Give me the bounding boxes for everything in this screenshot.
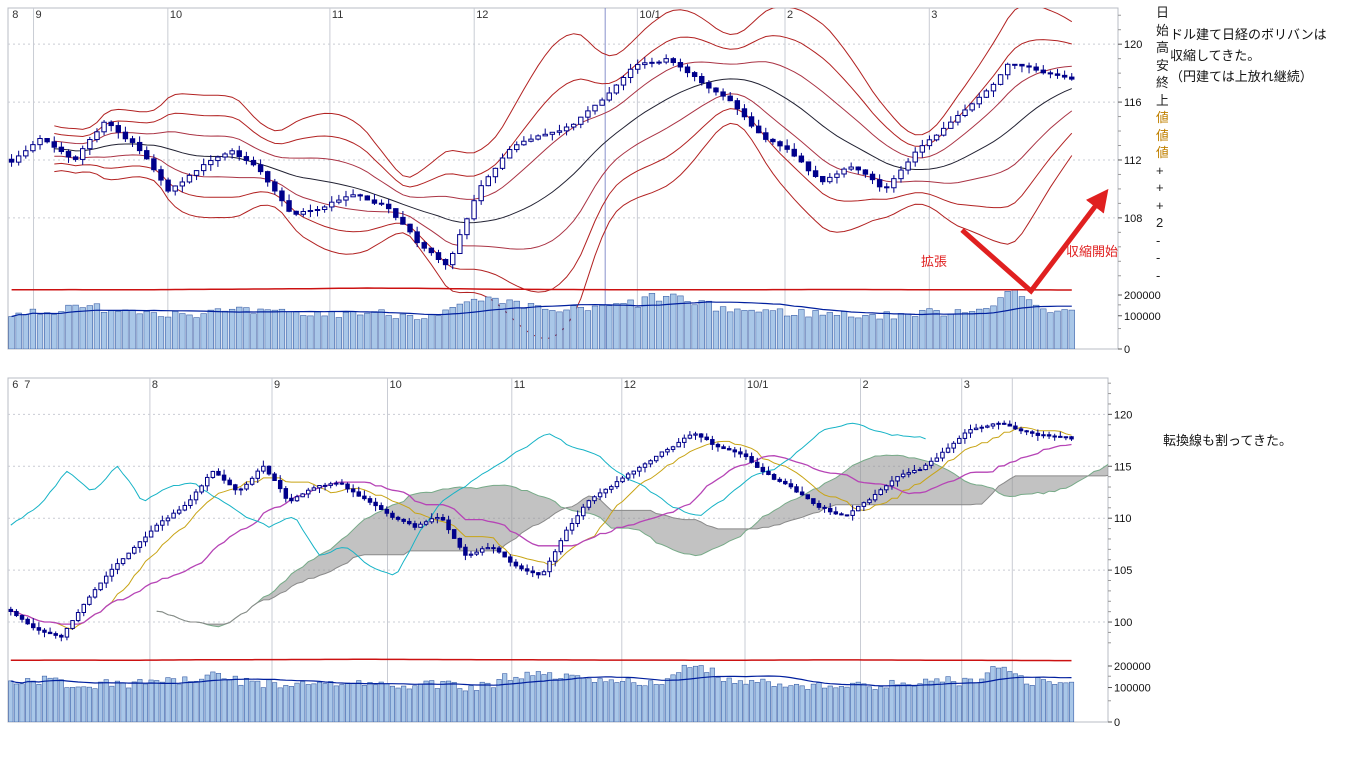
svg-text:11: 11: [332, 9, 343, 21]
note-line-1: ドル建て日経のボリバンは: [1170, 27, 1327, 42]
svg-text:10/1: 10/1: [747, 379, 768, 391]
chart-nikkei-ichimoku[interactable]: 6 7 8 9 10 11 12 10/1 2 3 120 115 110 105 100 200000 100…: [0, 376, 1160, 738]
svg-text:収縮開始: 収縮開始: [1066, 244, 1118, 259]
quote-panel-glyph: -: [1156, 250, 1161, 265]
note-bollinger-comment: ドル建て日経のボリバンは 収縮してきた。 （円建ては上放れ継続）: [1170, 24, 1327, 87]
svg-text:6: 6: [12, 379, 18, 391]
svg-text:3: 3: [964, 379, 970, 391]
quote-panel-glyph: +: [1156, 180, 1164, 195]
svg-text:0: 0: [1124, 344, 1130, 356]
chart-dollar-nikkei-bollinger[interactable]: 8 9 10 11 12 10/1 2 3 120 116 112 108 200000 100000 0 拡…: [0, 0, 1165, 360]
svg-text:2: 2: [863, 379, 869, 391]
quote-panel-glyph: 終: [1156, 75, 1168, 90]
quote-panel-glyph: 値: [1156, 127, 1168, 143]
quote-panel-glyph: 安: [1156, 57, 1168, 73]
svg-text:115: 115: [1114, 461, 1132, 473]
svg-text:105: 105: [1114, 565, 1132, 577]
quote-panel-glyph: 2: [1156, 215, 1164, 230]
svg-text:116: 116: [1124, 97, 1142, 109]
quote-panel-glyph: 高: [1156, 40, 1168, 55]
svg-text:110: 110: [1114, 513, 1132, 525]
svg-text:9: 9: [36, 9, 42, 21]
svg-text:8: 8: [152, 379, 158, 391]
quote-panel-glyph: 始: [1156, 22, 1168, 38]
svg-text:10: 10: [170, 9, 182, 21]
note-line-3: （円建ては上放れ継続）: [1170, 69, 1313, 84]
quote-panel-glyph: 日: [1156, 5, 1168, 20]
svg-text:10/1: 10/1: [639, 9, 660, 21]
quote-panel-glyph: 上: [1156, 92, 1168, 108]
quote-panel-glyph: -: [1156, 267, 1161, 283]
quote-panel-glyph: 値: [1156, 145, 1168, 160]
svg-text:120: 120: [1114, 409, 1132, 421]
quote-panel-glyph: +: [1156, 162, 1164, 178]
svg-text:100000: 100000: [1114, 683, 1151, 695]
svg-text:拡張: 拡張: [921, 254, 947, 269]
svg-text:11: 11: [514, 379, 525, 391]
note-tenkan-comment: 転換線も割ってきた。: [1163, 433, 1292, 448]
svg-text:2: 2: [787, 9, 793, 21]
svg-text:200000: 200000: [1124, 290, 1161, 302]
note-line-2: 収縮してきた。: [1170, 48, 1261, 63]
svg-text:10: 10: [390, 379, 402, 391]
svg-text:100: 100: [1114, 617, 1132, 629]
svg-text:100000: 100000: [1124, 311, 1161, 323]
clipped-quote-panel: 日始高安終上値値値 + + +2- - -: [1156, 4, 1168, 290]
quote-panel-glyph: 値: [1156, 110, 1168, 125]
svg-text:200000: 200000: [1114, 661, 1151, 673]
svg-text:112: 112: [1124, 155, 1142, 167]
quote-panel-glyph: +: [1156, 197, 1164, 213]
svg-text:12: 12: [476, 9, 488, 21]
svg-text:9: 9: [274, 379, 280, 391]
svg-text:120: 120: [1124, 39, 1142, 51]
svg-text:108: 108: [1124, 213, 1142, 225]
svg-text:7: 7: [24, 379, 30, 391]
svg-text:12: 12: [624, 379, 636, 391]
svg-text:8: 8: [12, 9, 18, 21]
svg-text:0: 0: [1114, 717, 1120, 729]
quote-panel-glyph: -: [1156, 232, 1161, 248]
svg-text:3: 3: [931, 9, 937, 21]
